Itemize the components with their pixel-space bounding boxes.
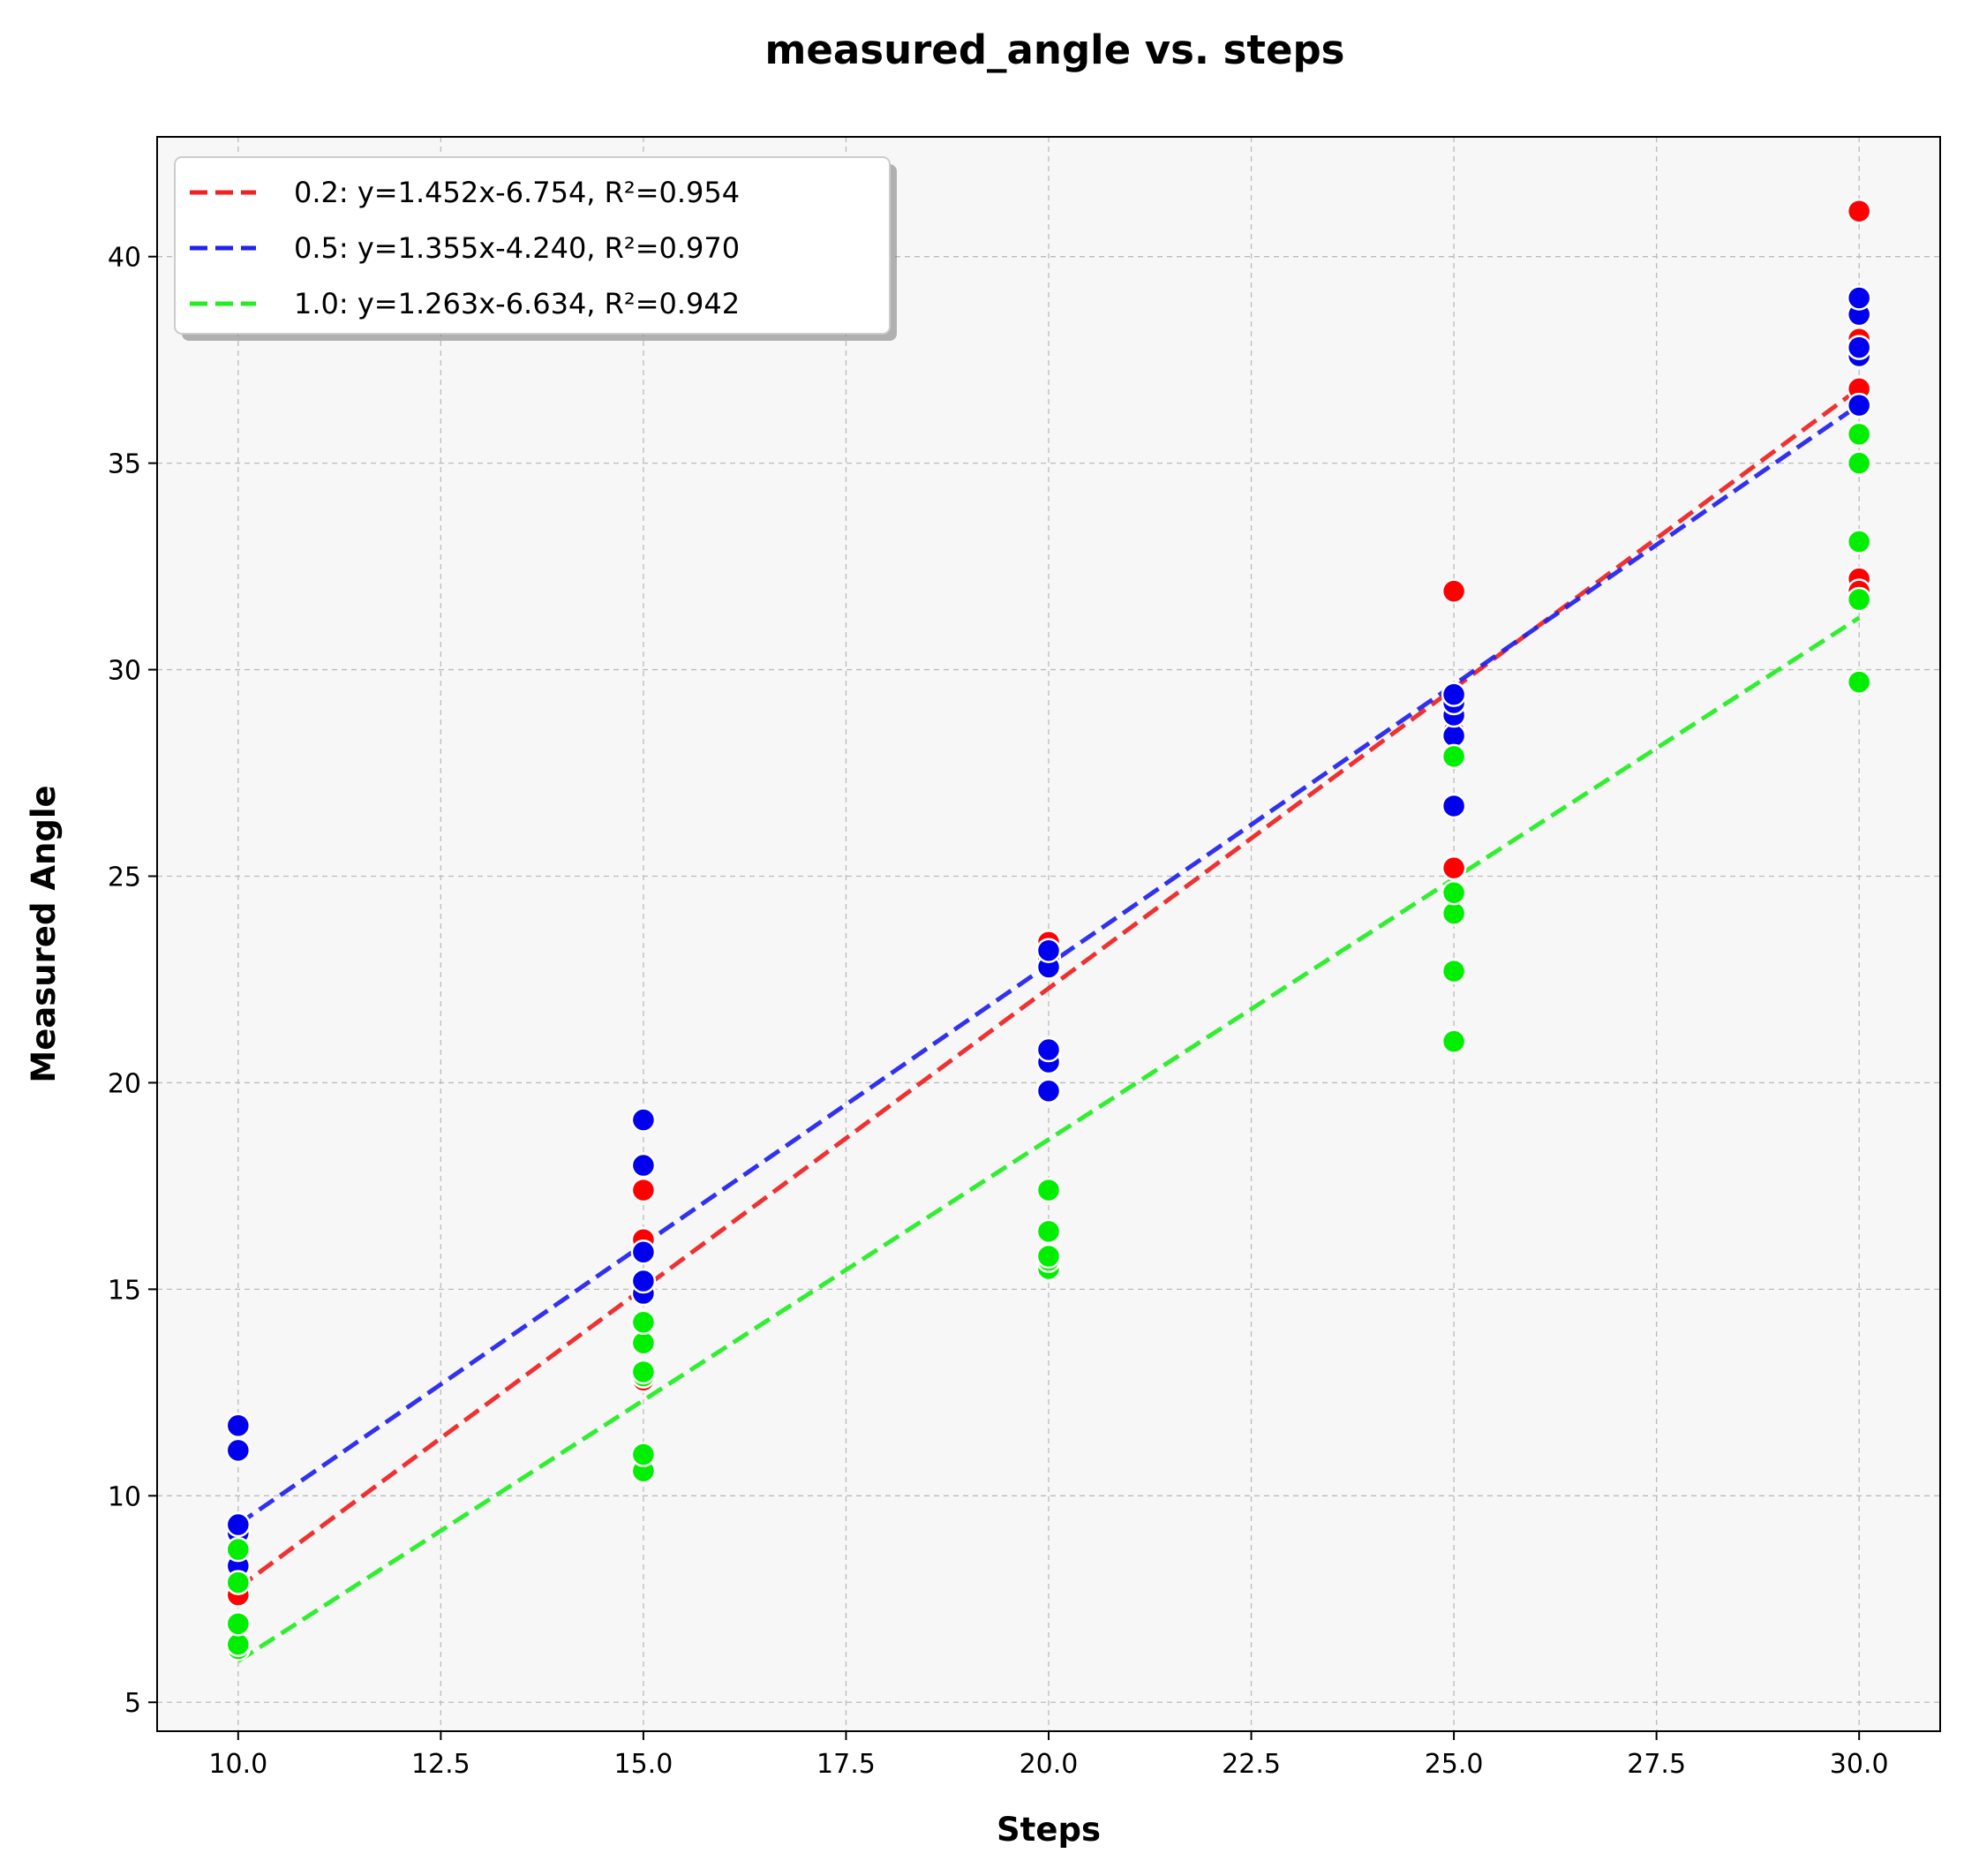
data-point-1-0 xyxy=(1846,529,1872,554)
data-point-0-5 xyxy=(630,1239,657,1265)
data-point-0-5 xyxy=(1846,392,1872,418)
data-point-1-0 xyxy=(1846,669,1872,695)
y-tick-label: 40 xyxy=(108,243,141,274)
data-point-1-0 xyxy=(1846,586,1872,613)
x-tick-label: 30.0 xyxy=(1830,1749,1889,1780)
data-point-0-5 xyxy=(630,1268,657,1294)
data-point-0-2 xyxy=(1441,578,1467,604)
data-point-0-5 xyxy=(225,1437,252,1464)
x-tick-label: 12.5 xyxy=(411,1749,470,1780)
data-point-0-5 xyxy=(1441,682,1467,707)
legend-label: 0.5: y=1.355x-4.240, R²=0.970 xyxy=(294,231,740,265)
data-point-0-5 xyxy=(630,1152,657,1179)
data-point-1-0 xyxy=(630,1330,657,1356)
data-point-0-2 xyxy=(1441,855,1467,881)
data-point-1-0 xyxy=(225,1611,252,1637)
y-tick-label: 15 xyxy=(108,1275,141,1306)
data-point-1-0 xyxy=(630,1309,657,1336)
data-point-1-0 xyxy=(225,1536,252,1563)
y-tick-label: 30 xyxy=(108,656,141,687)
data-point-1-0 xyxy=(225,1570,252,1595)
data-point-0-5 xyxy=(630,1107,657,1133)
data-point-0-5 xyxy=(1035,938,1062,963)
x-tick-label: 17.5 xyxy=(816,1749,876,1780)
data-point-0-5 xyxy=(1035,1036,1062,1063)
data-point-1-0 xyxy=(1441,900,1467,926)
legend-box xyxy=(174,156,891,335)
data-point-0-5 xyxy=(1441,723,1467,749)
fit-line-0-2 xyxy=(237,387,1861,1590)
x-tick-label: 25.0 xyxy=(1425,1749,1484,1780)
data-point-0-5 xyxy=(1846,335,1872,360)
data-point-0-5 xyxy=(225,1413,252,1439)
y-tick-label: 10 xyxy=(108,1481,141,1512)
data-point-1-0 xyxy=(1846,450,1872,476)
data-point-1-0 xyxy=(1441,743,1467,770)
chart-title: measured_angle vs. steps xyxy=(765,26,1345,73)
legend-label: 0.2: y=1.452x-6.754, R²=0.954 xyxy=(294,176,740,209)
data-point-1-0 xyxy=(225,1631,252,1657)
data-point-1-0 xyxy=(1441,879,1467,906)
x-tick-label: 27.5 xyxy=(1627,1749,1686,1780)
data-point-1-0 xyxy=(1441,958,1467,984)
x-tick-label: 22.5 xyxy=(1222,1749,1281,1780)
data-point-0-5 xyxy=(1035,1078,1062,1104)
data-point-1-0 xyxy=(1441,1028,1467,1054)
data-point-0-2 xyxy=(1846,198,1872,224)
x-axis-title: Steps xyxy=(997,1811,1101,1849)
data-point-1-0 xyxy=(630,1442,657,1467)
data-point-1-0 xyxy=(1846,421,1872,448)
legend-label: 1.0: y=1.263x-6.634, R²=0.942 xyxy=(294,287,740,320)
legend: 0.2: y=1.452x-6.754, R²=0.954 0.5: y=1.35… xyxy=(174,156,897,341)
y-axis-title: Measured Angle xyxy=(25,785,63,1082)
y-tick-label: 35 xyxy=(108,449,141,480)
x-tick-label: 10.0 xyxy=(208,1749,267,1780)
data-point-1-0 xyxy=(1035,1243,1062,1270)
data-point-0-5 xyxy=(225,1511,252,1538)
data-point-1-0 xyxy=(1035,1218,1062,1245)
data-point-1-0 xyxy=(1035,1177,1062,1203)
x-tick-label: 20.0 xyxy=(1020,1749,1079,1780)
x-tick-label: 15.0 xyxy=(614,1749,673,1780)
fit-line-1-0 xyxy=(237,615,1861,1663)
y-tick-label: 5 xyxy=(124,1688,141,1719)
data-point-0-5 xyxy=(1441,793,1467,819)
y-tick-label: 25 xyxy=(108,862,141,893)
data-point-0-5 xyxy=(1846,285,1872,311)
data-point-1-0 xyxy=(630,1359,657,1385)
data-point-0-2 xyxy=(630,1177,657,1203)
axis-ticks: 10.0 12.5 15.0 17.5 20.0 22.5 25.0 27.5 30.0 5 10 1… xyxy=(108,243,1889,1780)
y-tick-label: 20 xyxy=(108,1068,141,1099)
data-points xyxy=(225,198,1872,1661)
